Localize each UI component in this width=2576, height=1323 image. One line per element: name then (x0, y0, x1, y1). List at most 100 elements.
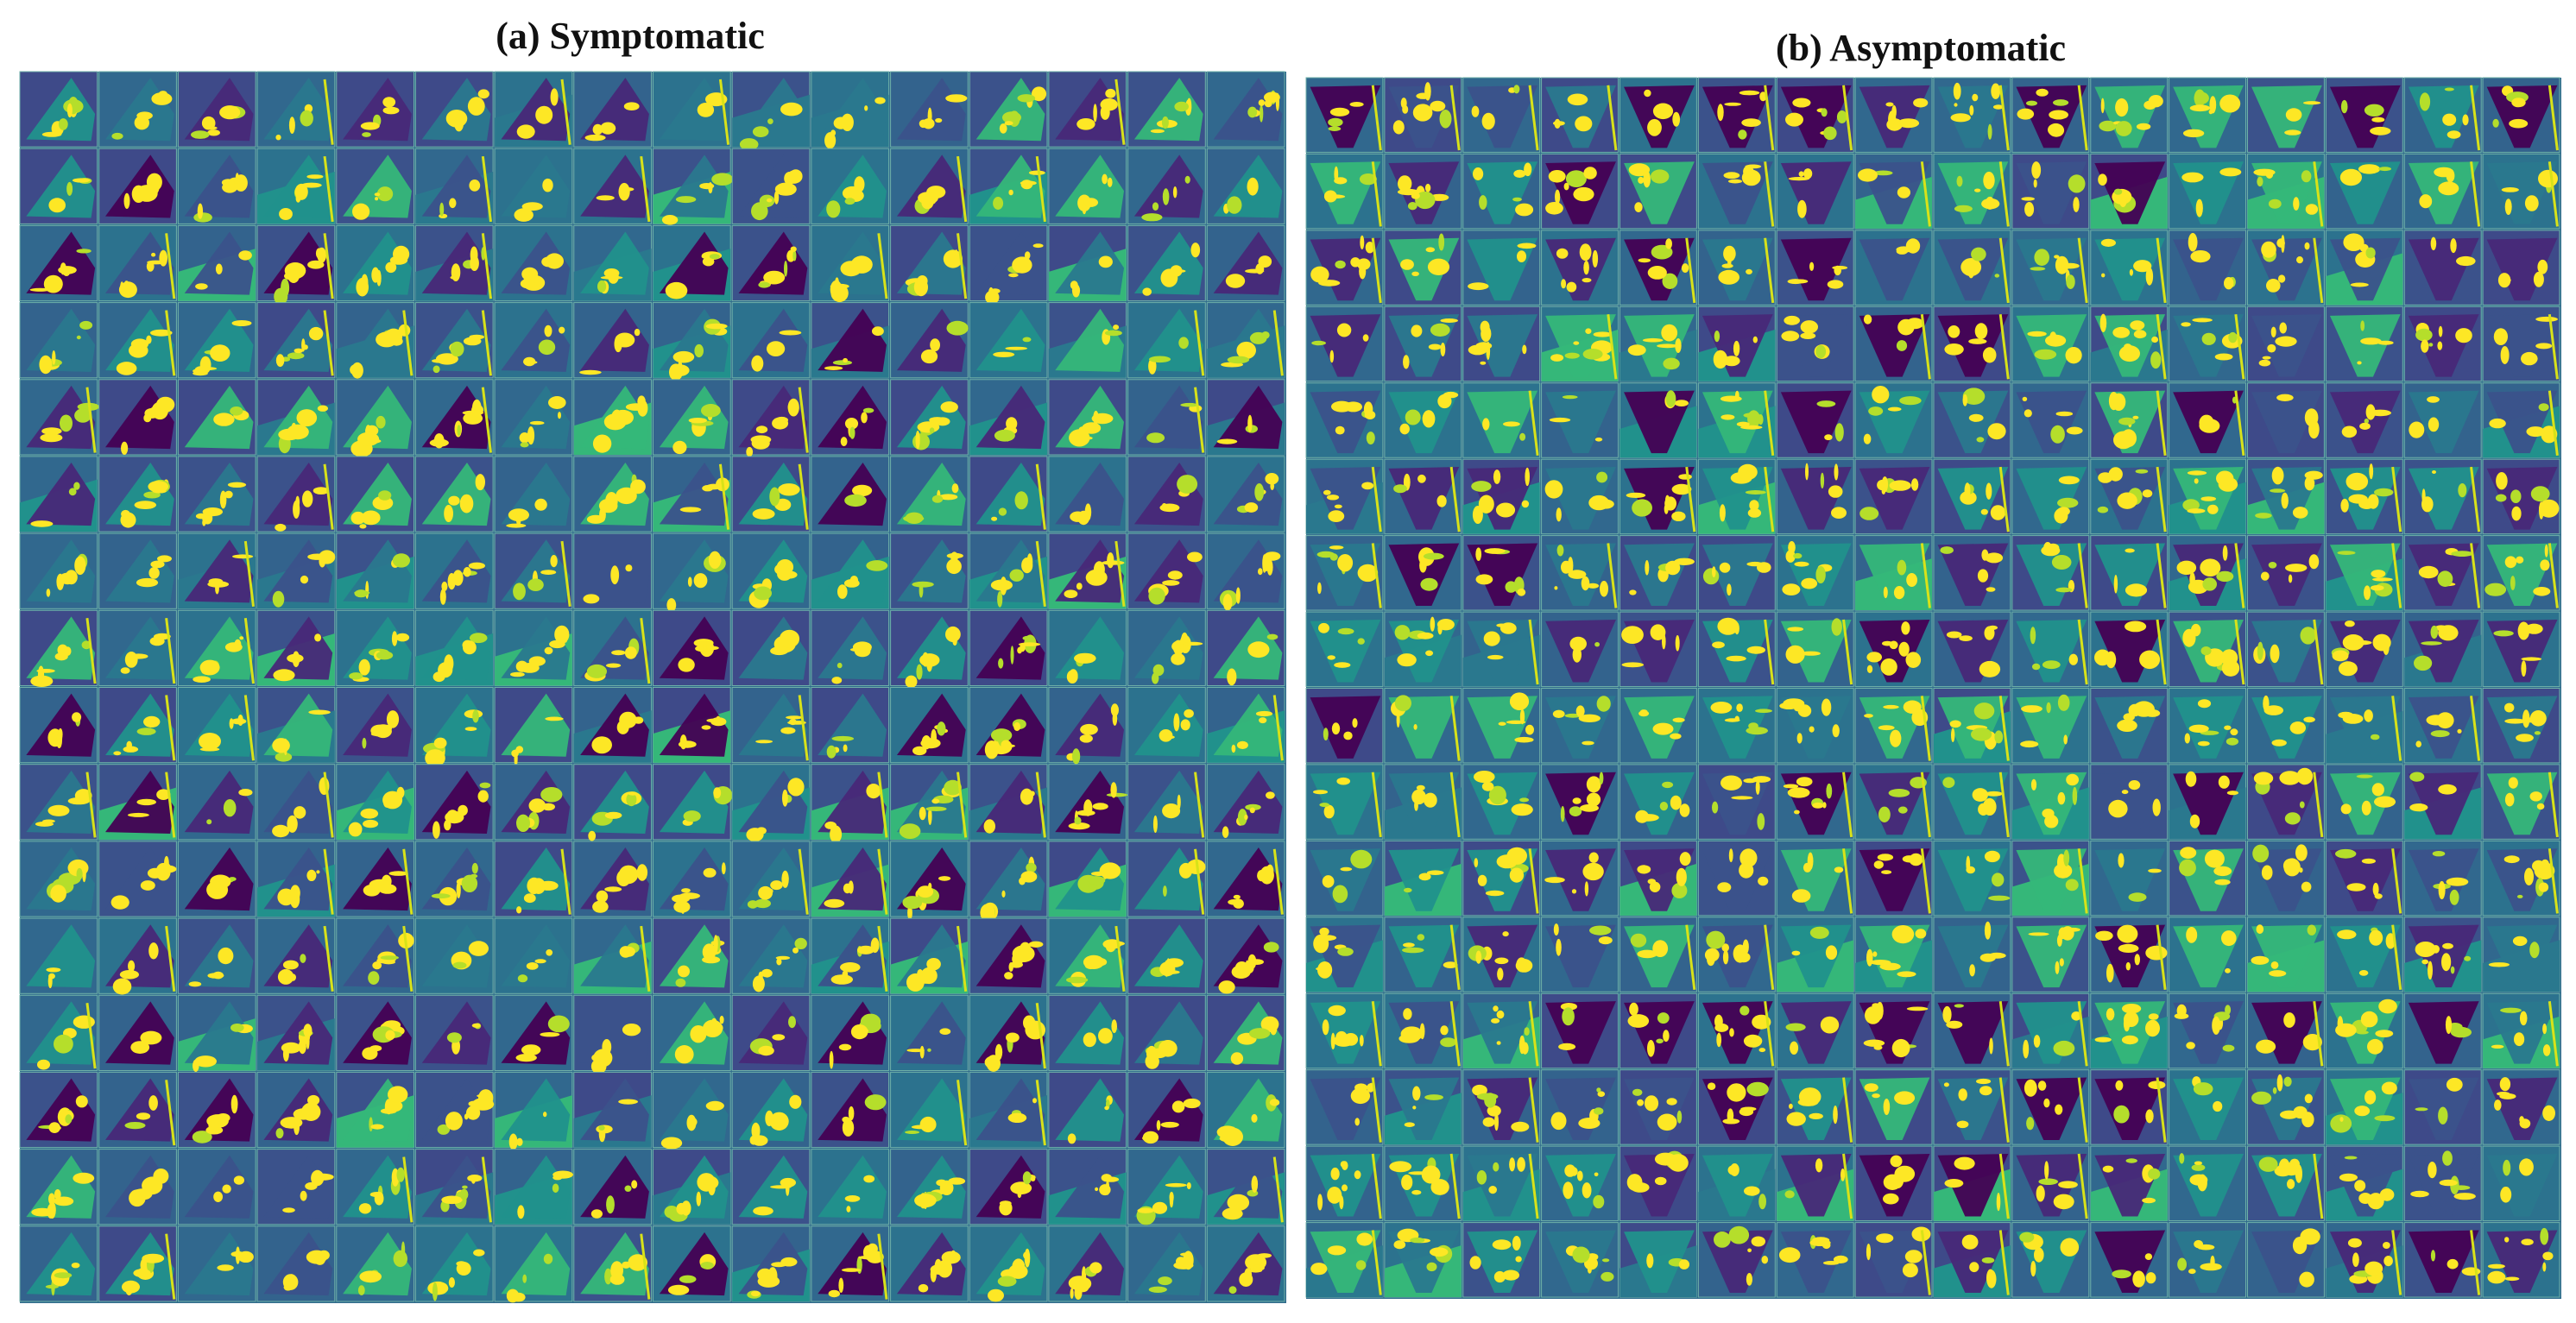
activation-blob (2210, 1255, 2215, 1269)
activation-blob (2214, 353, 2233, 361)
activation-blob (1424, 183, 1431, 192)
activation-blob (2410, 1190, 2429, 1198)
activation-blob (907, 905, 912, 921)
activation-blob (1020, 643, 1026, 652)
activation-blob (1889, 480, 1911, 491)
activation-blob (1394, 695, 1411, 712)
activation-blob (1816, 400, 1836, 407)
tile-shape (580, 1001, 649, 1065)
activation-blob (1716, 1032, 1722, 1048)
activation-blob (2270, 961, 2279, 969)
activation-blob (1796, 777, 1813, 787)
activation-blob (1974, 323, 1988, 340)
activation-blob (1009, 569, 1024, 582)
activation-blob (385, 261, 397, 274)
edge-line (2548, 161, 2559, 227)
activation-blob (1319, 927, 1329, 936)
activation-blob (1008, 962, 1013, 972)
tile-shape (2408, 467, 2479, 530)
activation-blob (2504, 702, 2515, 713)
activation-blob (1023, 1251, 1030, 1259)
feature-map (1541, 306, 1619, 382)
feature-map (1541, 764, 1619, 840)
activation-blob (1258, 255, 1272, 268)
activation-blob (143, 491, 161, 499)
activation-blob (303, 1024, 313, 1038)
activation-blob (1566, 281, 1577, 293)
activation-blob (546, 949, 553, 956)
activation-blob (2374, 1115, 2396, 1122)
activation-blob (1515, 203, 1534, 217)
tile-shape (105, 847, 174, 911)
activation-blob (1657, 1012, 1670, 1024)
activation-blob (1728, 848, 1733, 863)
activation-blob (1090, 957, 1108, 967)
edge-line (957, 1080, 968, 1146)
activation-blob (2207, 504, 2219, 514)
activation-blob (1022, 635, 1033, 641)
tile-shape (738, 154, 808, 218)
feature-map (653, 1071, 731, 1150)
activation-blob (527, 578, 544, 591)
edge-line (402, 310, 414, 376)
feature-map (1697, 306, 1776, 382)
activation-blob (1440, 318, 1458, 323)
activation-blob (2383, 1256, 2393, 1267)
activation-blob (2409, 803, 2428, 812)
feature-map (2325, 535, 2403, 611)
activation-blob (2524, 195, 2539, 211)
feature-map (414, 764, 494, 841)
activation-blob (1227, 1194, 1250, 1212)
panel-title: (b) Asymptomatic (1776, 27, 2066, 69)
tile-shape (1859, 1230, 1930, 1293)
activation-blob (2266, 279, 2281, 293)
activation-blob (1940, 546, 1954, 554)
activation-blob (1972, 93, 1979, 102)
tile-shape (1055, 616, 1125, 680)
activation-blob (1162, 580, 1180, 586)
activation-blob (769, 487, 780, 507)
activation-blob (1313, 790, 1328, 795)
edge-line (2391, 696, 2402, 761)
feature-map (2247, 153, 2325, 230)
activation-blob (1675, 635, 1680, 652)
activation-blob (1788, 541, 1796, 554)
activation-blob (129, 653, 148, 659)
activation-blob (1417, 474, 1426, 483)
tile-shape (26, 463, 96, 526)
feature-map (2403, 1145, 2482, 1222)
activation-blob (1743, 165, 1754, 178)
feature-map (1462, 1222, 1541, 1298)
activation-blob (919, 1045, 925, 1059)
feature-map (2482, 1069, 2560, 1145)
edge-line (1764, 85, 1775, 151)
activation-blob (2228, 331, 2238, 343)
activation-blob (554, 625, 570, 644)
activation-blob (449, 198, 457, 209)
activation-blob (1758, 876, 1769, 886)
activation-blob (1943, 1082, 1949, 1087)
feature-map (1206, 841, 1285, 917)
activation-blob (837, 662, 843, 669)
feature-map (1619, 458, 1697, 535)
activation-blob (73, 1172, 95, 1184)
edge-line (2077, 1153, 2088, 1219)
feature-map (2325, 764, 2403, 840)
activation-blob (952, 636, 957, 646)
activation-blob (1665, 238, 1672, 249)
activation-blob (1469, 1256, 1481, 1269)
activation-blob (319, 550, 336, 564)
feature-map (2482, 992, 2560, 1069)
activation-blob (2277, 274, 2286, 283)
tile-shape (1624, 467, 1695, 530)
tile-shape (1133, 616, 1203, 680)
activation-blob (2492, 118, 2499, 128)
activation-blob (1545, 202, 1563, 215)
activation-blob (523, 268, 531, 277)
feature-map (1206, 1149, 1285, 1225)
activation-blob (705, 646, 719, 651)
activation-blob (1146, 1060, 1159, 1065)
activation-blob (1098, 255, 1113, 268)
feature-map (177, 224, 256, 302)
activation-blob (2226, 791, 2238, 796)
